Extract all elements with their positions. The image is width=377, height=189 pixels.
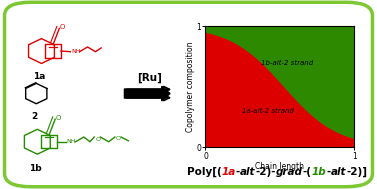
Text: alt: alt [331, 167, 346, 177]
Text: -: - [236, 167, 240, 177]
Text: 1a: 1a [222, 167, 236, 177]
Text: grad: grad [276, 167, 303, 177]
Text: 1a: 1a [33, 72, 46, 81]
Text: -2)]: -2)] [346, 167, 367, 177]
X-axis label: Chain length: Chain length [256, 162, 304, 171]
Text: O: O [56, 115, 61, 121]
Text: Poly[(: Poly[( [187, 167, 222, 177]
FancyBboxPatch shape [5, 2, 372, 187]
FancyArrow shape [124, 86, 170, 101]
Text: 2: 2 [31, 112, 37, 121]
Text: alt: alt [240, 167, 256, 177]
Text: NH: NH [66, 139, 76, 144]
Text: -(: -( [303, 167, 312, 177]
Text: 1b: 1b [29, 164, 41, 173]
Text: 1a-alt-2 strand: 1a-alt-2 strand [242, 108, 294, 114]
Y-axis label: Copolymer composition: Copolymer composition [186, 42, 195, 132]
Text: -2)-: -2)- [256, 167, 276, 177]
Text: -: - [326, 167, 331, 177]
Text: O: O [95, 137, 100, 142]
Text: 1b-alt-2 strand: 1b-alt-2 strand [261, 60, 314, 66]
Text: [Ru]: [Ru] [137, 72, 162, 83]
Text: O: O [60, 24, 65, 30]
Text: 1b: 1b [312, 167, 326, 177]
Text: NH: NH [71, 49, 81, 54]
Text: O: O [115, 136, 120, 141]
